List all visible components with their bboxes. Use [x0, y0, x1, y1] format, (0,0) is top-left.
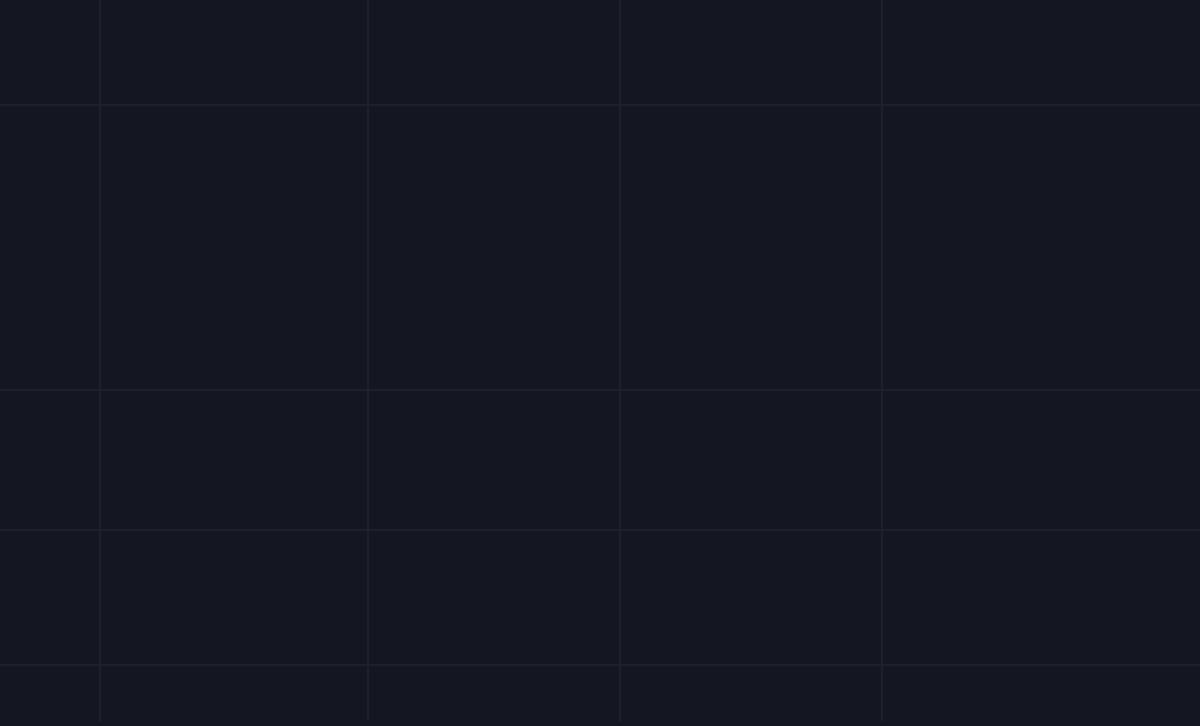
- grid: [0, 0, 1200, 721]
- chart-canvas[interactable]: 5.000,003.000,002.000,001.000,00 4.082,1…: [0, 0, 1200, 721]
- price-chart[interactable]: 5.000,003.000,002.000,001.000,00 4.082,1…: [0, 0, 1200, 721]
